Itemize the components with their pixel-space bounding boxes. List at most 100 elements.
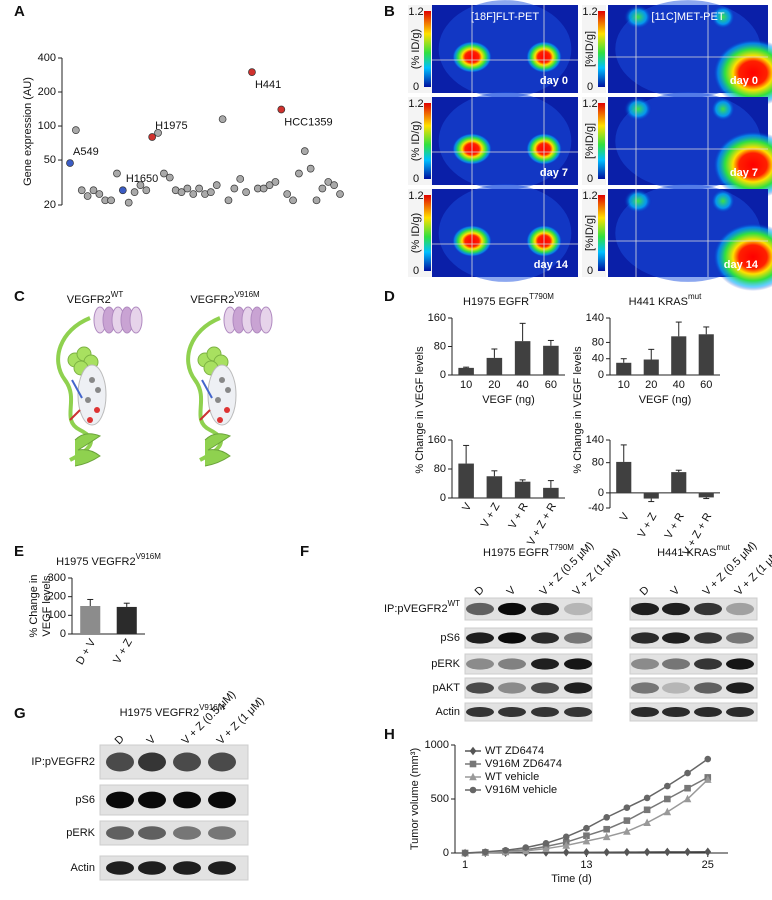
row-label-main: pERK — [431, 658, 460, 670]
bar — [514, 481, 531, 498]
ligand-atom — [85, 397, 91, 403]
bar — [486, 476, 503, 498]
legend-marker — [469, 786, 477, 794]
pet-hotspot — [713, 39, 772, 107]
blot-band — [631, 632, 659, 644]
blot-band — [106, 861, 134, 875]
y-axis-label: % Change in VEGF levels — [572, 346, 584, 474]
helix-turn — [129, 306, 143, 334]
blot-band — [662, 706, 690, 718]
pet-day: day 0 — [730, 75, 758, 87]
blot-band — [498, 706, 526, 718]
colorbar-max: 1.2 — [408, 98, 423, 110]
blot-band — [694, 632, 722, 644]
point — [230, 184, 239, 193]
blot-band — [631, 658, 659, 670]
blot-band — [694, 602, 722, 616]
x-axis-label: VEGF (ng) — [639, 394, 692, 406]
blot-strip — [629, 702, 758, 722]
panel-letter: E — [14, 543, 24, 560]
bar — [671, 336, 687, 375]
panel-letter: F — [300, 543, 309, 560]
blot-band — [173, 826, 201, 840]
point — [77, 186, 86, 195]
helix-lower — [74, 433, 102, 467]
blot-title-main: H441 KRAS — [657, 547, 716, 559]
blot-band — [564, 706, 592, 718]
colorbar-unit: (% ID/g) — [410, 213, 422, 253]
y-tick-label: -40 — [588, 502, 604, 514]
colorbar — [424, 103, 431, 179]
point — [224, 196, 233, 205]
point — [295, 169, 303, 178]
lane-label: D — [473, 584, 487, 598]
blot-band — [466, 632, 494, 644]
point — [207, 188, 215, 196]
row-label: pERK — [66, 827, 95, 839]
colorbar — [598, 11, 605, 87]
legend-label: V916M vehicle — [485, 784, 557, 796]
blot-band — [138, 826, 166, 840]
y-tick-label: 1000 — [425, 739, 449, 751]
colorbar — [598, 195, 605, 271]
row-label: pS6 — [75, 794, 95, 806]
chart-title-main: H441 KRAS — [629, 296, 688, 308]
y-tick-label: 140 — [586, 434, 604, 446]
ligand-atom — [217, 417, 223, 423]
y-tick-label: 300 — [48, 572, 66, 584]
blot-band — [726, 682, 754, 694]
blot-band — [498, 602, 526, 616]
y-tick-label: 20 — [44, 199, 56, 211]
blot-title-sup: mut — [716, 543, 730, 552]
blot-band — [208, 826, 236, 840]
pet-title: [11C]MET-PET — [651, 11, 724, 23]
blot-band — [726, 632, 754, 644]
pet-spot — [711, 97, 735, 121]
colorbar-min: 0 — [413, 265, 419, 277]
blot-band — [138, 861, 166, 875]
y-tick-label: 160 — [428, 434, 446, 446]
structure-label-sup: WT — [111, 290, 124, 299]
bar — [698, 334, 714, 375]
pet-spot — [711, 189, 735, 213]
bar — [80, 606, 101, 634]
blot-band — [726, 706, 754, 718]
y-tick-label: 400 — [38, 52, 56, 64]
row-label: pERK — [431, 658, 460, 670]
blot-title-sup: V916M — [199, 703, 225, 712]
y-tick-label: 80 — [592, 336, 604, 348]
pet-image — [432, 92, 578, 190]
blot-band — [564, 682, 592, 694]
bar — [543, 487, 559, 498]
x-tick-label: 60 — [545, 379, 557, 391]
blot-band — [726, 602, 754, 616]
marker — [684, 847, 691, 857]
x-tick-label: 40 — [673, 379, 685, 391]
blot-band — [208, 791, 236, 809]
ligand-atom — [87, 417, 93, 423]
helix-lower — [204, 433, 232, 467]
marker — [522, 844, 530, 851]
colorbar-unit: [%ID/g] — [584, 31, 596, 67]
x-tick-label: V + R — [506, 501, 530, 531]
bar — [486, 357, 503, 375]
pet-day: day 14 — [534, 259, 569, 271]
point — [212, 181, 221, 189]
point — [136, 181, 145, 189]
blot-band — [531, 658, 559, 670]
point — [218, 115, 227, 124]
point — [300, 147, 309, 155]
y-tick-label: 80 — [434, 463, 446, 475]
y-tick-label: 0 — [60, 628, 66, 640]
panel-letter: B — [384, 3, 395, 20]
pet-spot — [624, 97, 652, 121]
point — [165, 173, 174, 182]
chart-title: H1975 VEGFR2V916M — [56, 552, 161, 568]
x-tick-label: 1 — [462, 859, 468, 871]
row-label: pAKT — [432, 682, 460, 694]
x-tick-label: 13 — [580, 859, 592, 871]
marker — [482, 848, 489, 856]
marker — [643, 818, 651, 827]
